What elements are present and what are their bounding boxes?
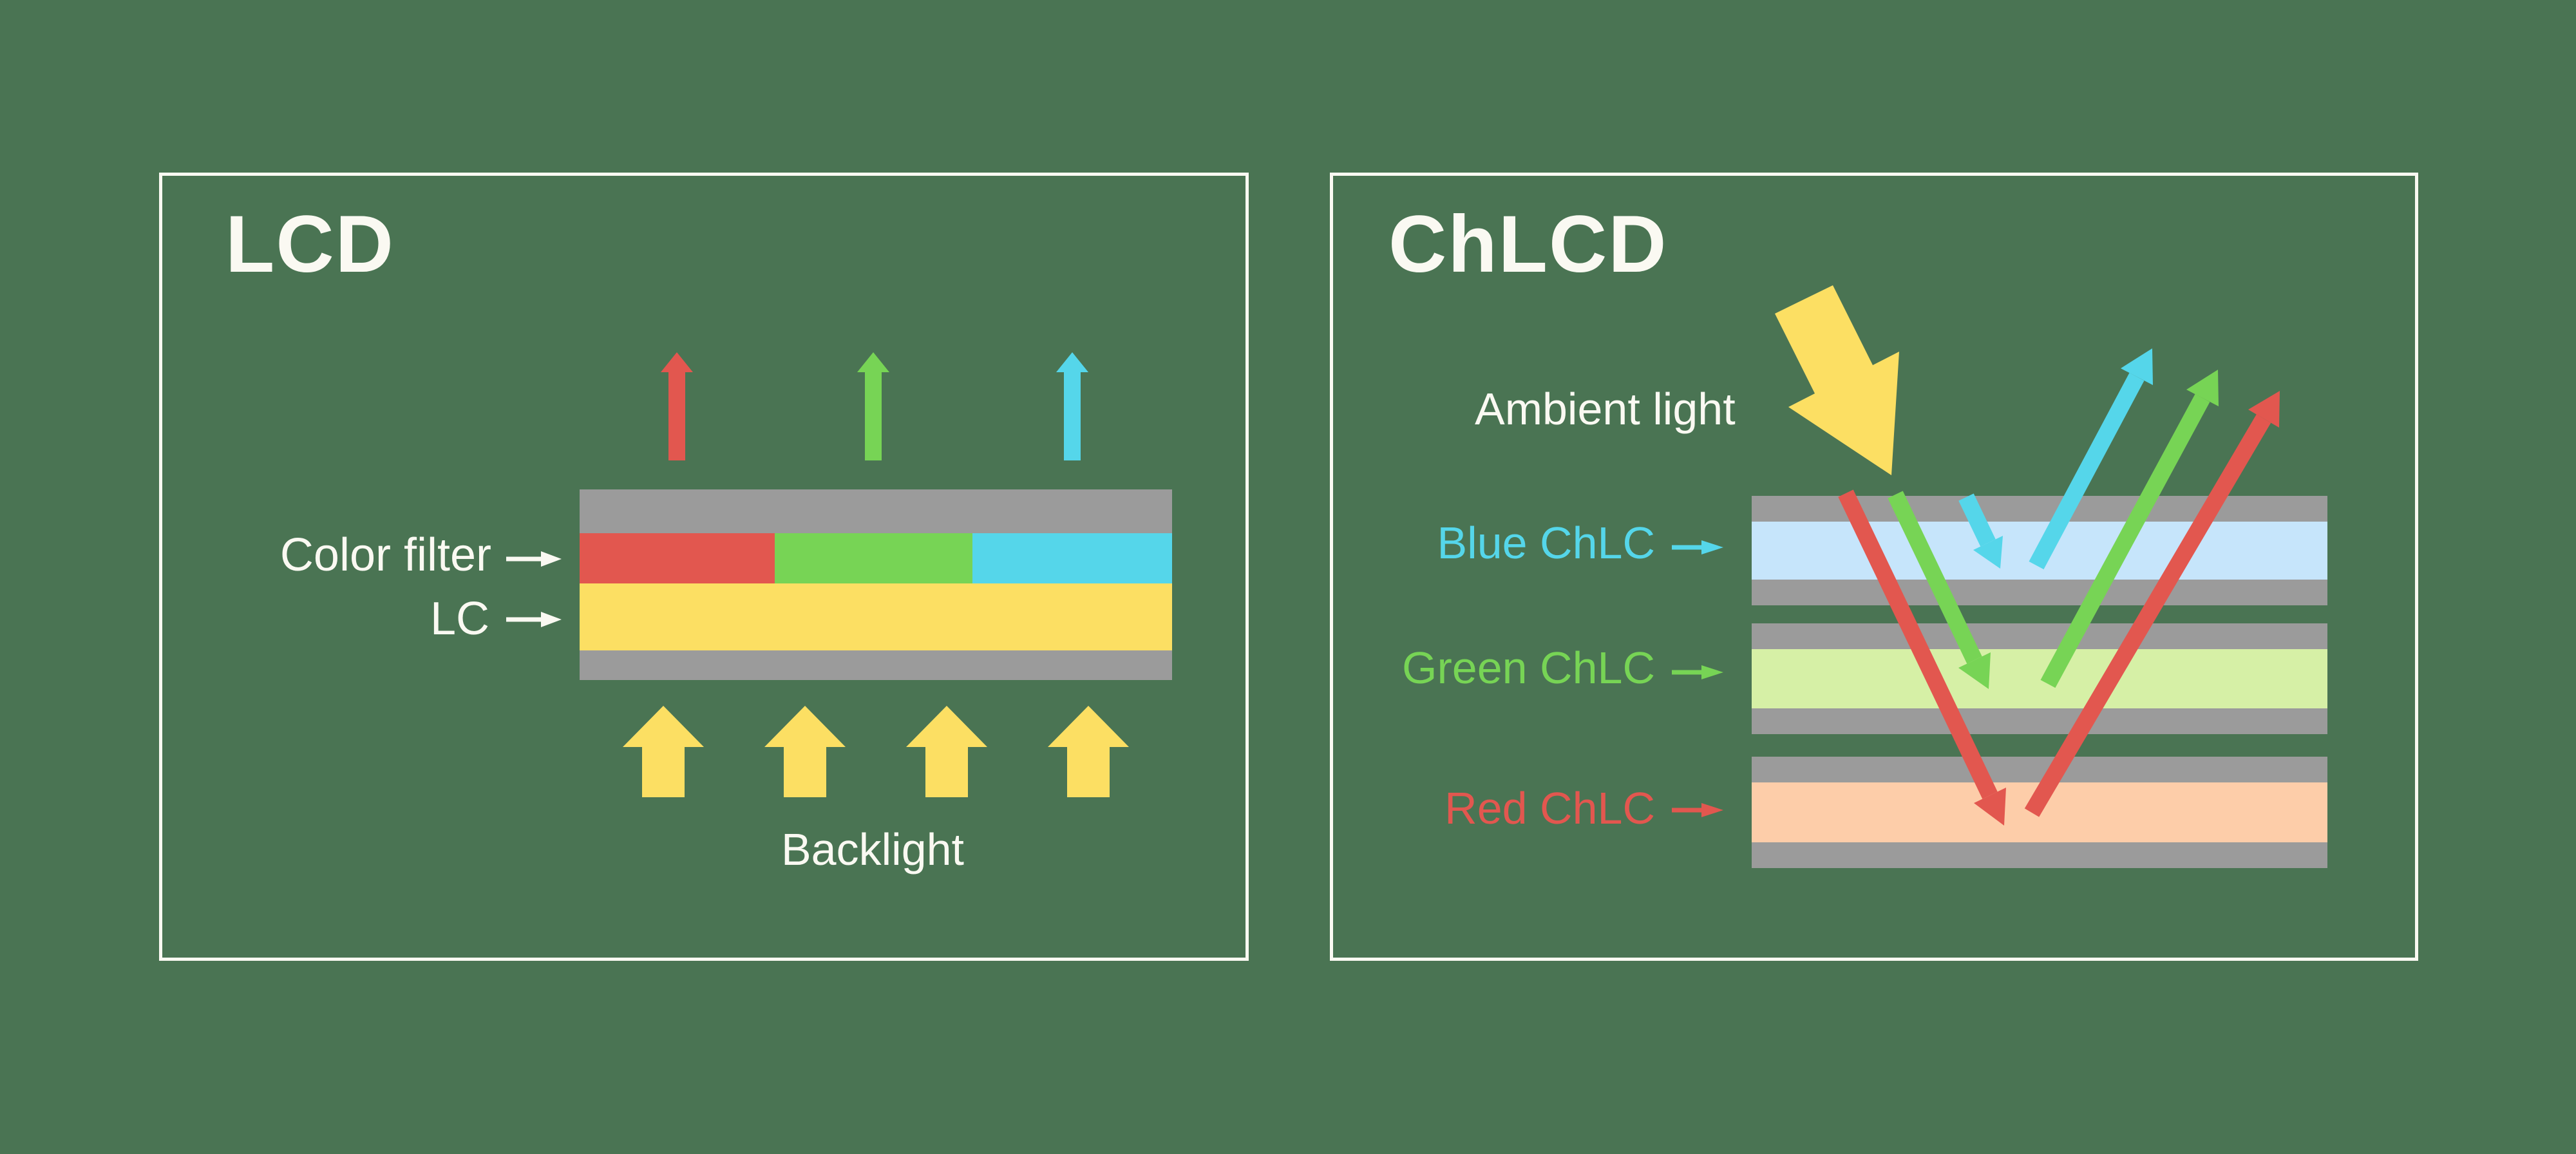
blue-chlc-label: Blue ChLC — [1437, 518, 1655, 568]
chlcd-title: ChLCD — [1388, 200, 1668, 289]
lc-label: LC — [430, 593, 489, 645]
blue-chlc-glass-bottom — [1752, 580, 2327, 605]
lcd-filter-red-segment — [580, 533, 775, 583]
green-chlc-glass-top — [1752, 623, 2327, 649]
green-chlc-glass-bottom — [1752, 708, 2327, 734]
lcd-glass-top-layer — [580, 489, 1172, 533]
chlcd-panel — [1330, 173, 2418, 961]
blue-chlc-layer — [1752, 522, 2327, 580]
backlight-label: Backlight — [781, 824, 965, 875]
lcd-filter-cyan-segment — [972, 533, 1172, 583]
red-chlc-glass-top — [1752, 757, 2327, 782]
red-chlc-glass-bottom — [1752, 842, 2327, 868]
green-chlc-layer — [1752, 649, 2327, 708]
lcd-glass-bottom-layer — [580, 650, 1172, 680]
lcd-liquid-crystal-layer — [580, 583, 1172, 650]
lcd-filter-green-segment — [775, 533, 972, 583]
red-chlc-label: Red ChLC — [1444, 783, 1655, 833]
lcd-title: LCD — [225, 200, 395, 289]
color-filter-label: Color filter — [279, 529, 491, 581]
green-chlc-label: Green ChLC — [1402, 643, 1655, 693]
blue-chlc-glass-top — [1752, 496, 2327, 522]
red-chlc-layer — [1752, 782, 2327, 842]
lcd-panel — [159, 173, 1249, 961]
ambient-light-label: Ambient light — [1475, 384, 1736, 434]
